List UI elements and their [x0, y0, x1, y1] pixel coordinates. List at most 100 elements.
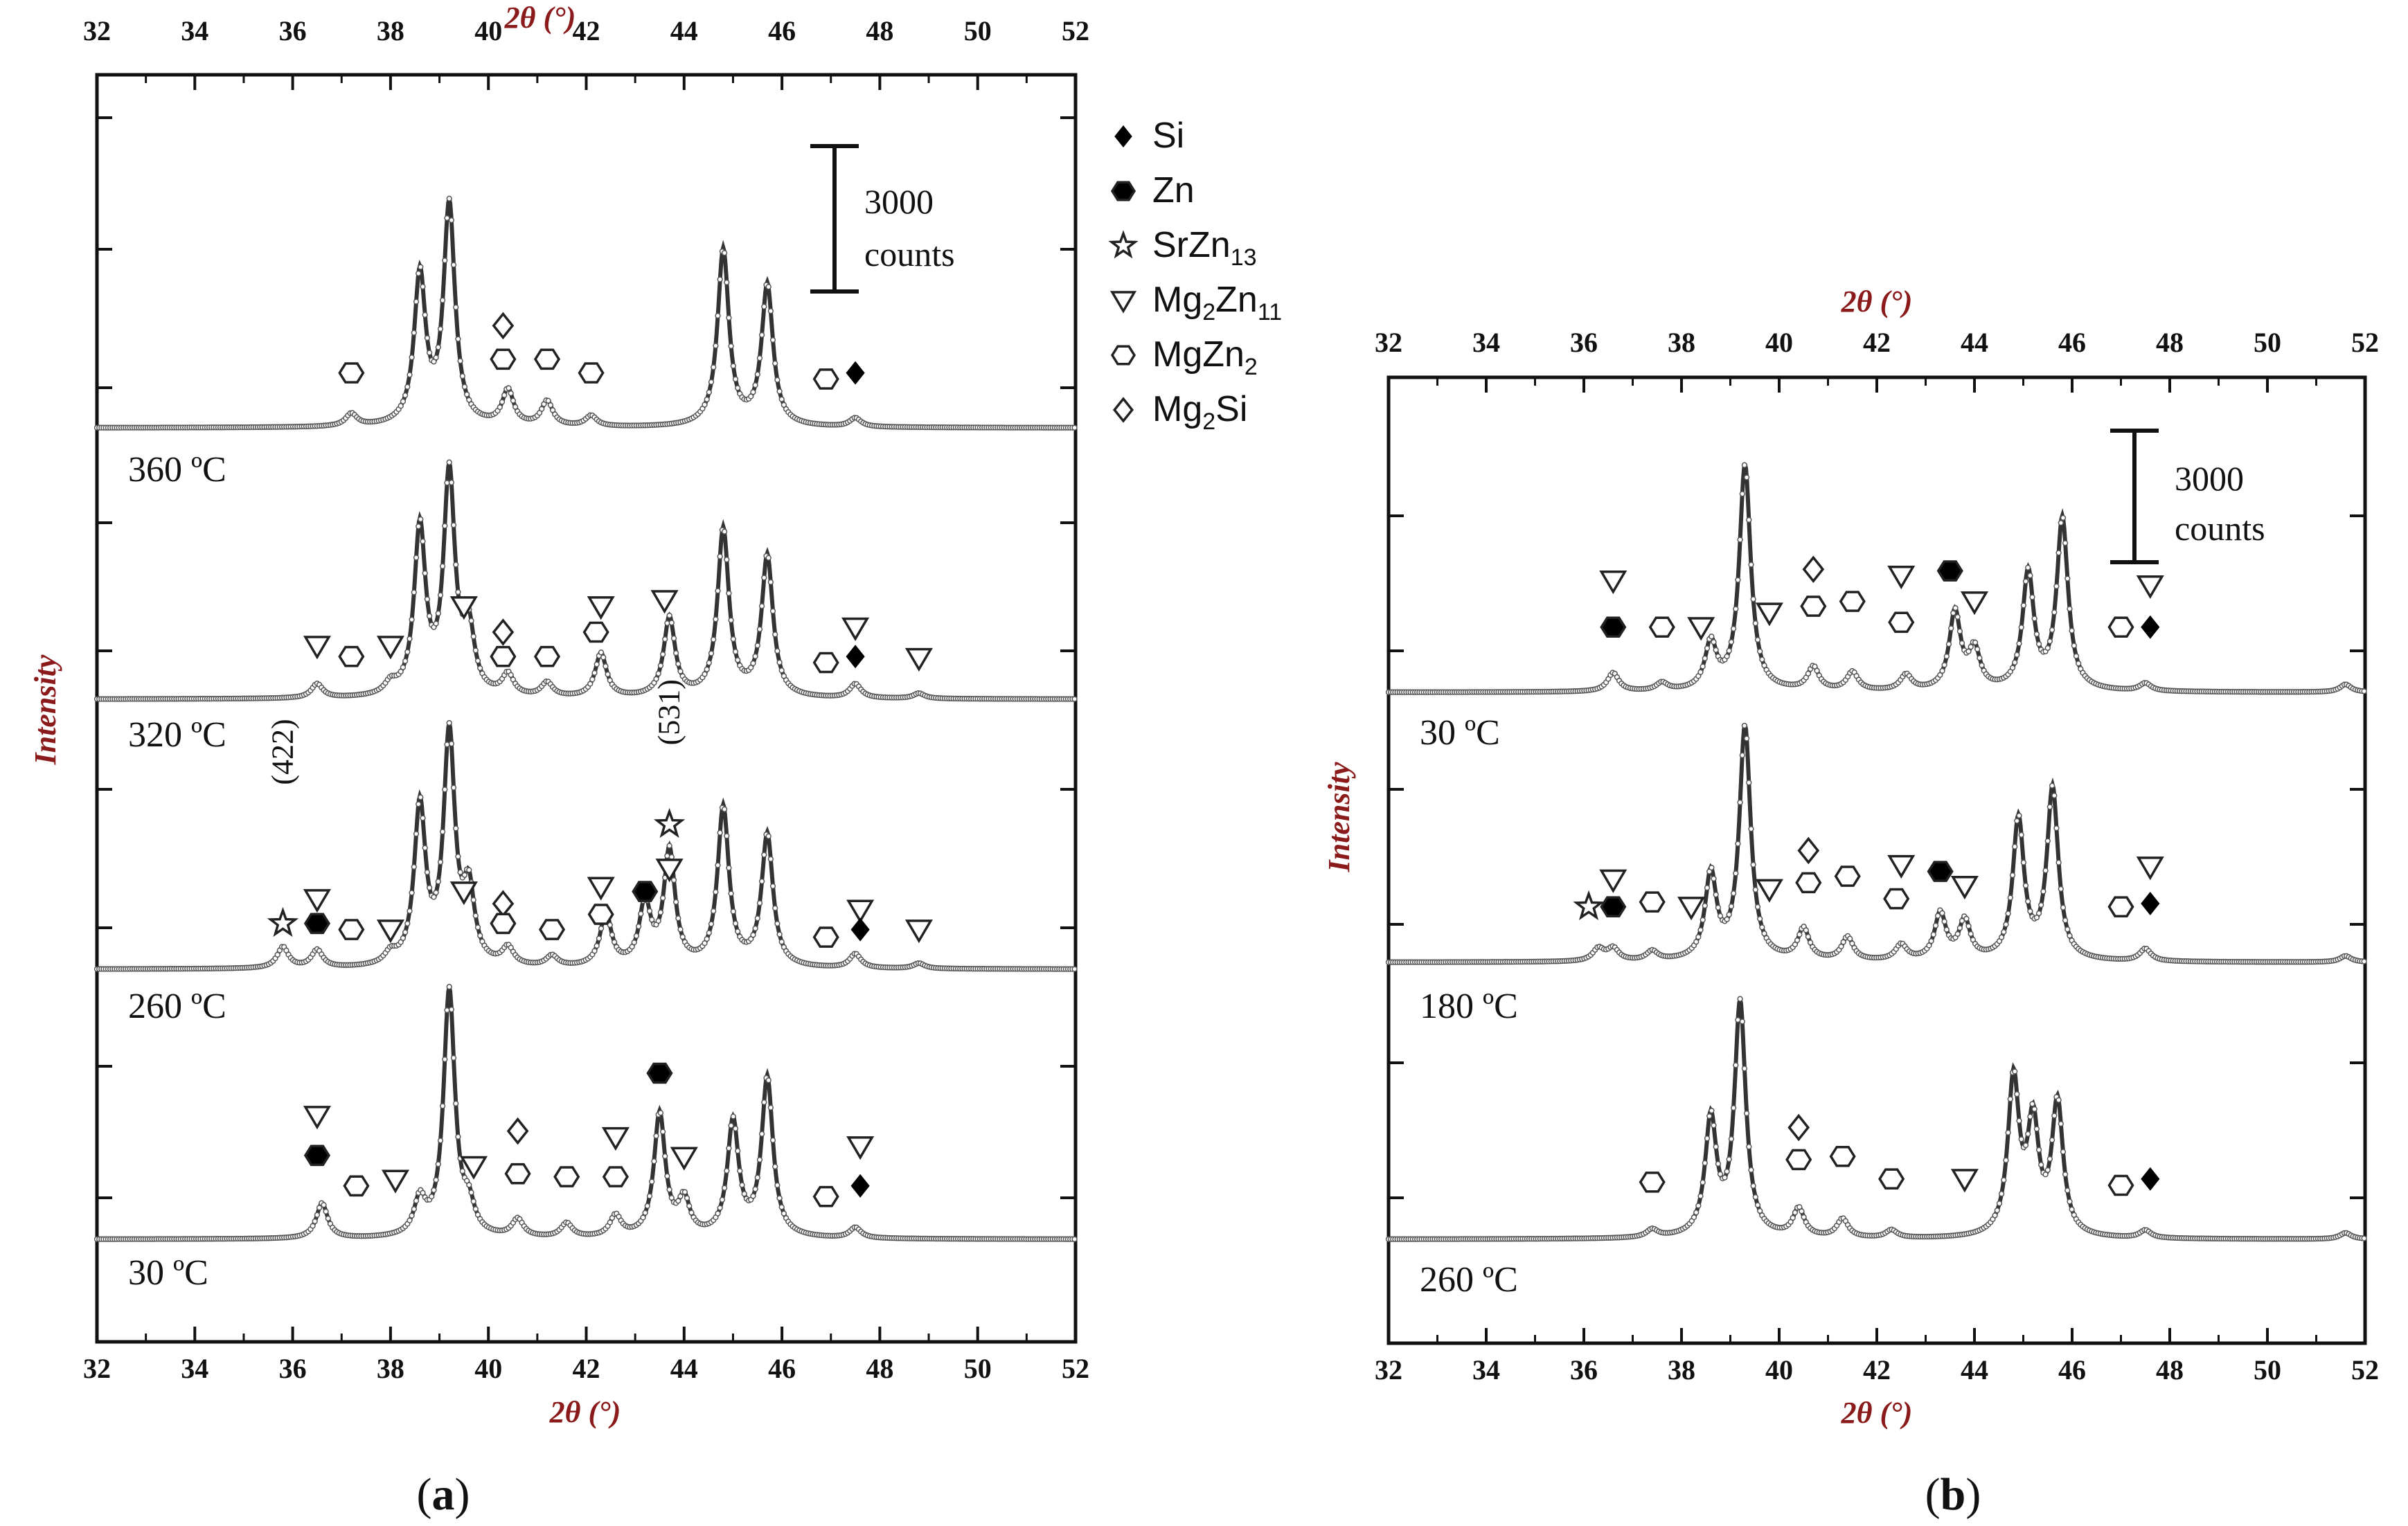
- phase-marker-mg2zn11: [1599, 869, 1627, 893]
- xrd-data-point: [2018, 1136, 2024, 1142]
- xrd-data-point: [1691, 1214, 1697, 1221]
- phase-marker-mgzn2: [1888, 611, 1915, 634]
- phase-marker-mg2zn11: [376, 919, 404, 944]
- xrd-data-point: [446, 719, 452, 726]
- phase-marker-mgzn2: [2107, 616, 2134, 638]
- panel-a-scale-bar: 3000 counts: [810, 144, 955, 294]
- xrd-data-point: [735, 928, 741, 935]
- panel-b: 32 32 34 34 36 36 38 38 40 40 42 42 44 44 46 46 48 48 50 50…: [1322, 285, 2379, 1520]
- xrd-data-point: [400, 935, 407, 942]
- xrd-data-point: [670, 877, 677, 883]
- hkl-label: (531): [652, 679, 686, 745]
- phase-marker-mgzn2: [533, 645, 561, 667]
- xrd-data-point: [2020, 602, 2027, 609]
- xrd-data-point: [668, 620, 675, 626]
- xrd-data-point: [772, 1163, 778, 1170]
- xtick-label-top: 46: [2058, 327, 2086, 358]
- xrd-data-point: [400, 664, 407, 670]
- xrd-data-point: [2044, 645, 2051, 652]
- xrd-data-point: [724, 1167, 730, 1174]
- xrd-data-point: [1709, 864, 1715, 871]
- xrd-data-point: [424, 334, 431, 341]
- panel-a-scale-value: 3000: [864, 182, 934, 221]
- xrd-data-point: [730, 636, 736, 643]
- xrd-data-point: [681, 1189, 688, 1195]
- xtick-label-bottom: 46: [2058, 1354, 2086, 1385]
- xrd-data-point: [1759, 924, 1765, 931]
- xtick-label-bottom: 50: [964, 1353, 992, 1384]
- legend-marker-mg2zn11: [1109, 291, 1137, 314]
- xrd-data-point: [2071, 643, 2077, 649]
- xrd-data-point: [758, 878, 765, 885]
- phase-marker-mgzn2: [1839, 591, 1866, 612]
- xrd-data-point: [2051, 792, 2058, 799]
- xrd-data-point: [2001, 928, 2007, 935]
- xrd-data-point: [631, 939, 637, 946]
- xrd-data-point: [646, 1193, 653, 1199]
- xtick-label-top: 32: [83, 15, 111, 46]
- xrd-data-point: [2069, 627, 2075, 634]
- legend-entry-zn: Zn: [1110, 170, 1195, 210]
- xrd-data-point: [2025, 564, 2031, 571]
- panel-b-bottom-xlabel: 2θ (°): [1841, 1396, 1913, 1430]
- panel-a-bottom-xlabel: 2θ (°): [549, 1395, 621, 1429]
- xrd-data-point: [1943, 926, 1950, 933]
- xrd-data-point: [732, 649, 739, 655]
- xrd-data-point: [711, 908, 717, 914]
- xrd-data-point: [2022, 1142, 2029, 1149]
- xrd-data-point: [761, 852, 767, 858]
- xrd-data-point: [778, 939, 785, 945]
- xrd-data-point: [420, 538, 426, 545]
- xrd-data-point: [721, 528, 728, 535]
- xrd-data-point: [706, 660, 712, 666]
- xrd-data-point: [2067, 933, 2073, 939]
- xrd-data-point: [1930, 931, 1936, 937]
- legend-label-mg2zn11: Mg2Zn11: [1152, 280, 1282, 325]
- phase-marker-zn: [632, 881, 659, 902]
- xrd-data-point: [719, 1196, 726, 1203]
- xrd-data-point: [424, 869, 431, 875]
- xrd-data-point: [321, 1202, 327, 1208]
- panel-b-scale-value: 3000: [2175, 459, 2244, 498]
- phase-marker-mg2zn11: [1960, 591, 1989, 616]
- xrd-data-point: [1739, 1018, 1745, 1025]
- temperature-label: 260 ºC: [1420, 1260, 1518, 1300]
- xrd-data-point: [448, 1006, 455, 1013]
- phase-marker-mg2zn11: [1755, 602, 1783, 627]
- xtick-label-top: 48: [866, 15, 893, 46]
- xrd-data-point: [758, 603, 765, 609]
- xtick-label-top: 44: [1961, 327, 1988, 358]
- phase-marker-mg2zn11: [1677, 897, 1706, 921]
- xrd-data-point: [1700, 1179, 1706, 1185]
- xrd-data-point: [769, 883, 776, 890]
- xrd-data-point: [435, 879, 441, 885]
- xrd-data-point: [312, 1218, 318, 1225]
- xrd-data-point: [457, 358, 463, 364]
- xrd-data-point: [708, 650, 715, 656]
- temperature-label: 360 ºC: [128, 450, 226, 490]
- xrd-data-point: [735, 657, 741, 663]
- xrd-data-point: [1700, 917, 1706, 923]
- phase-marker-mg2si: [506, 1117, 529, 1145]
- xtick-label-top: 38: [377, 15, 404, 46]
- legend-marker-zn: [1110, 181, 1136, 201]
- phase-marker-mgzn2: [1829, 1145, 1856, 1167]
- xrd-data-point: [1711, 1122, 1717, 1129]
- xrd-data-point: [772, 360, 778, 366]
- xrd-data-point: [1943, 653, 1950, 660]
- xrd-data-point: [1805, 670, 1812, 676]
- xrd-data-point: [2027, 1113, 2033, 1120]
- xrd-data-point: [426, 884, 433, 891]
- xrd-data-point: [442, 523, 448, 529]
- xtick-label-top: 32: [1375, 327, 1402, 358]
- xrd-data-point: [2038, 901, 2044, 908]
- xrd-data-point: [407, 372, 413, 378]
- phase-marker-zn: [1600, 896, 1627, 917]
- xrd-data-point: [1998, 934, 2005, 940]
- xrd-data-point: [446, 984, 452, 990]
- xrd-data-point: [450, 1054, 457, 1061]
- phase-marker-mg2si: [492, 618, 515, 646]
- xrd-data-point: [407, 908, 413, 914]
- xrd-data-point: [761, 575, 767, 581]
